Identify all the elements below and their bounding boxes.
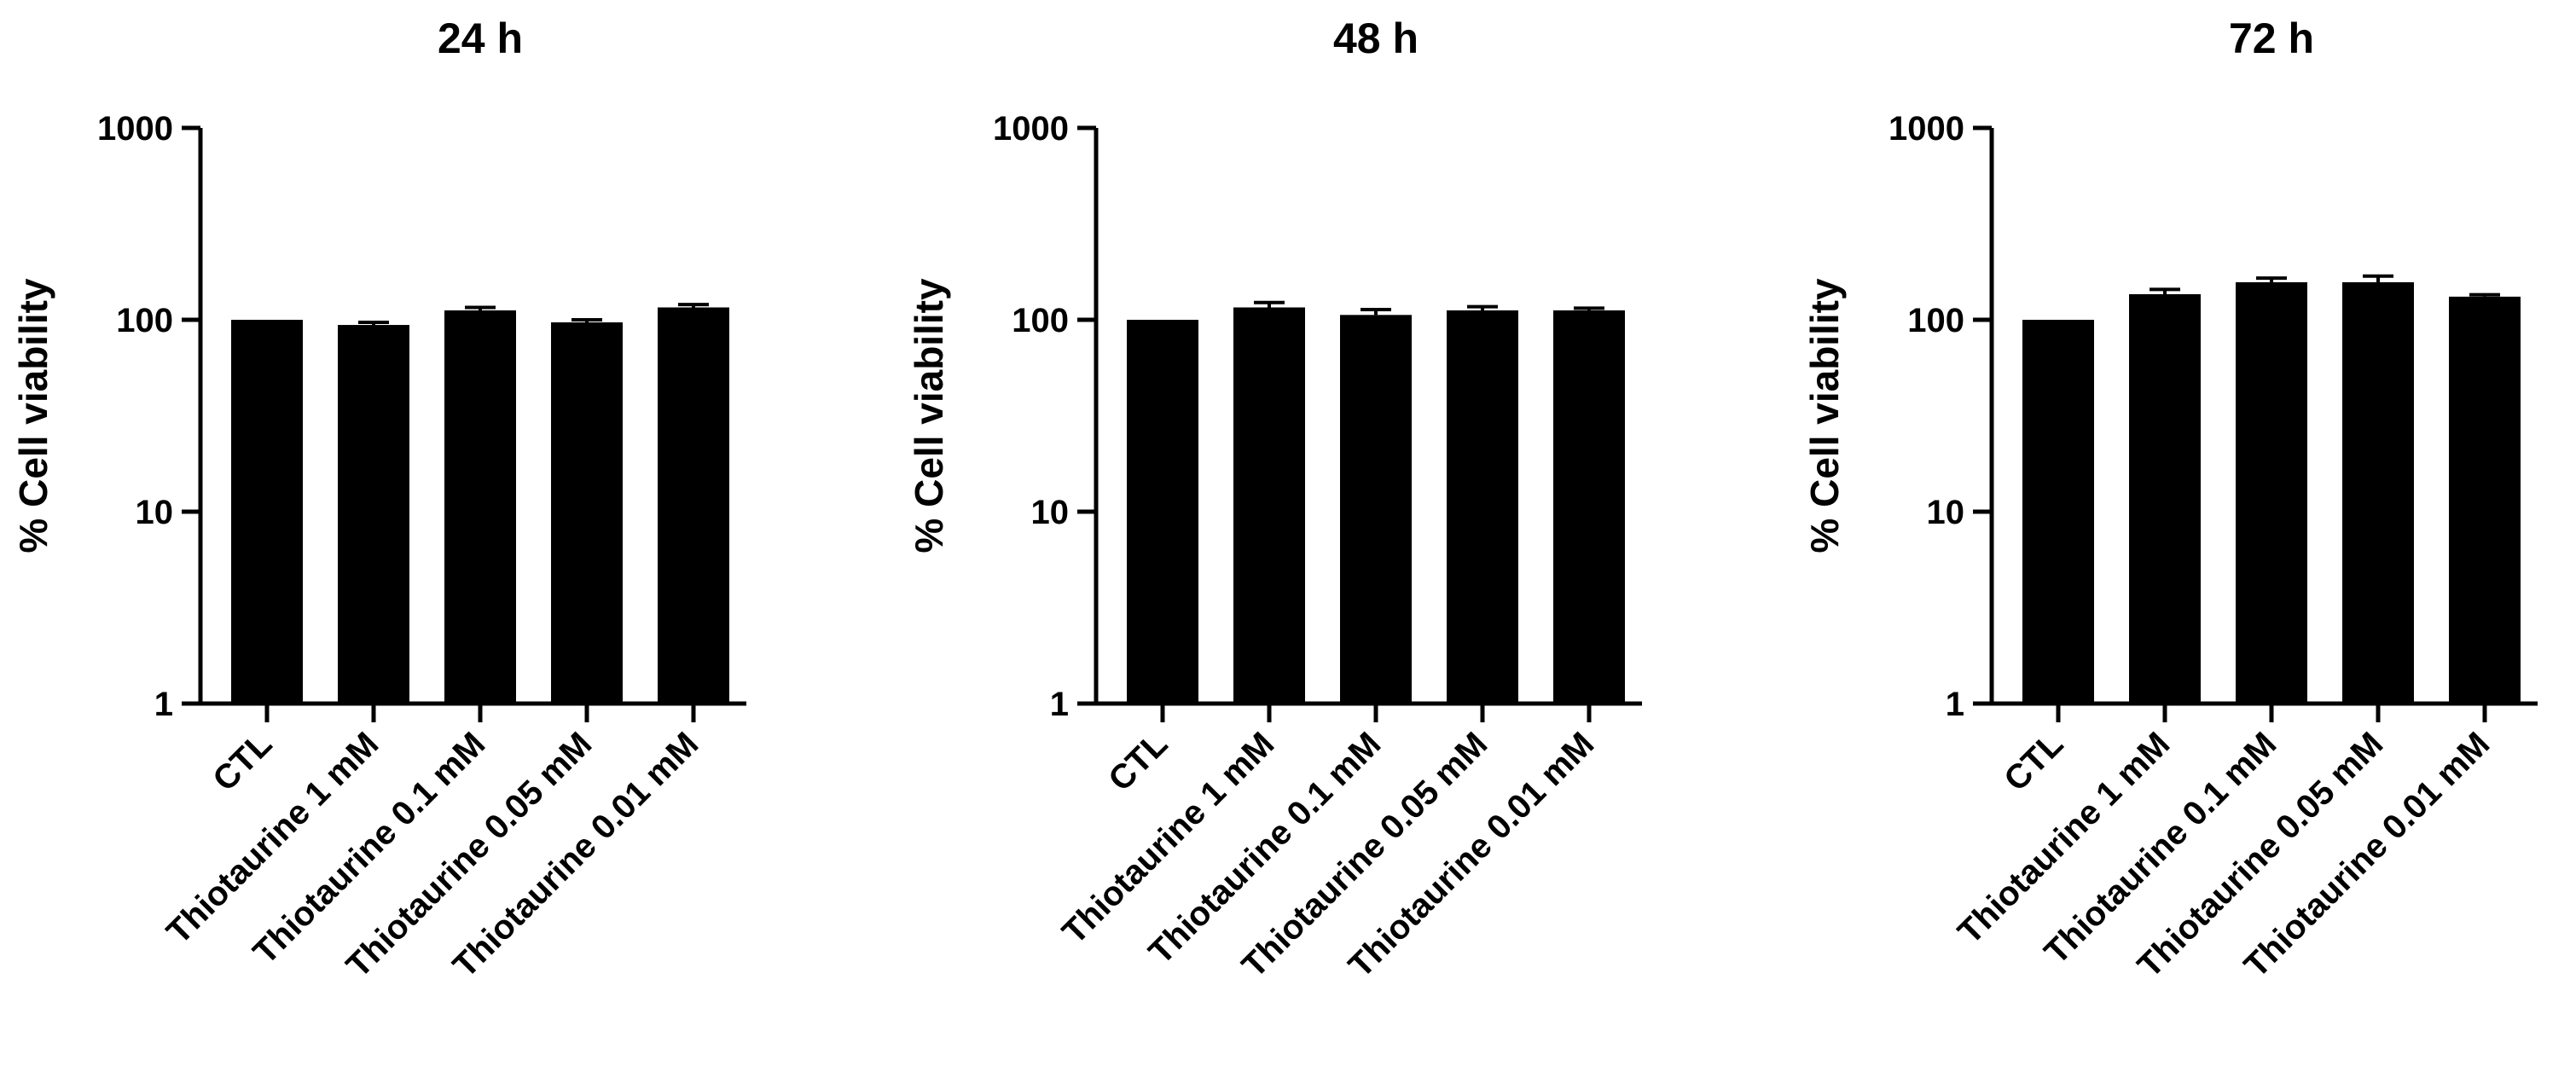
bar-1	[1127, 320, 1198, 704]
bar-4	[2342, 281, 2414, 704]
bar-4	[551, 322, 623, 704]
y-tick-label-2: 10	[1927, 494, 1965, 531]
y-tick-label-3: 100	[1012, 302, 1069, 339]
y-tick-label-3: 100	[116, 302, 173, 339]
y-tick-label-1: 1	[154, 686, 173, 723]
y-tick-label-1: 1	[1050, 686, 1069, 723]
y-tick-label-1: 1	[1946, 686, 1964, 723]
bar-4	[1447, 310, 1518, 704]
bar-5	[1553, 310, 1625, 704]
bar-3	[444, 310, 516, 704]
bar-1	[231, 320, 303, 704]
y-tick-label-2: 10	[1031, 494, 1070, 531]
chart-title: 48 h	[1333, 14, 1419, 62]
y-tick-label-4: 1000	[97, 110, 173, 148]
bar-2	[338, 325, 409, 704]
y-tick-label-4: 1000	[1888, 110, 1964, 148]
bar-5	[658, 307, 729, 704]
y-tick-label-2: 10	[136, 494, 174, 531]
category-label-1: CTL	[206, 725, 279, 798]
bar-2	[1233, 307, 1305, 704]
chart-title: 72 h	[2229, 14, 2314, 62]
bar-3	[1340, 315, 1412, 704]
y-axis-label: % Cell viability	[11, 278, 55, 553]
y-axis-label: % Cell viability	[907, 278, 951, 553]
bar-1	[2022, 320, 2094, 704]
bar-5	[2449, 296, 2521, 704]
chart-title: 24 h	[438, 14, 523, 62]
bar-2	[2129, 293, 2201, 704]
category-label-1: CTL	[1997, 725, 2070, 798]
bar-3	[2236, 281, 2307, 704]
y-tick-label-4: 1000	[993, 110, 1069, 148]
y-tick-label-3: 100	[1907, 302, 1964, 339]
category-label-1: CTL	[1101, 725, 1175, 798]
y-axis-label: % Cell viability	[1802, 278, 1847, 553]
